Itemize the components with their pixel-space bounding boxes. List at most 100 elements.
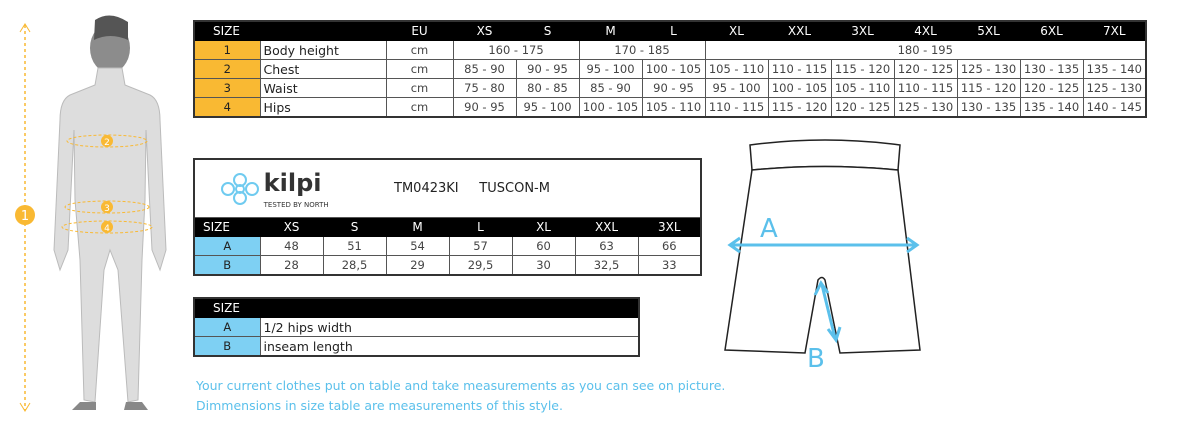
row-key: B — [193, 336, 261, 357]
cell: 125 - 130 — [893, 97, 958, 118]
row-number: 4 — [193, 97, 261, 118]
header-cell: S — [322, 217, 387, 237]
product-header-row: kilpi Tested by North TM0423KI TUSCON-M — [193, 158, 702, 218]
cell: 120 - 125 — [893, 59, 958, 79]
row-label: Waist — [259, 78, 387, 98]
cell: 140 - 145 — [1082, 97, 1147, 118]
cell: 85 - 90 — [452, 59, 517, 79]
cell: 125 - 130 — [1082, 78, 1147, 98]
cell: 120 - 125 — [830, 97, 895, 118]
row-unit: cm — [385, 59, 454, 79]
label-b: B — [807, 344, 825, 374]
table-row: 1 Body height cm 160 - 175 170 - 185 180… — [193, 40, 1147, 60]
header-s: S — [515, 20, 580, 41]
instruction-note: Your current clothes put on table and ta… — [196, 378, 726, 393]
row-label: Body height — [259, 40, 387, 60]
cell: 60 — [511, 236, 576, 256]
header-cell: XS — [259, 217, 324, 237]
header-5xl: 5XL — [956, 20, 1021, 41]
header-cell: XL — [511, 217, 576, 237]
cell: 100 - 105 — [641, 59, 706, 79]
marker-1-label: 1 — [21, 209, 29, 224]
cell: 105 - 110 — [641, 97, 706, 118]
marker-4-label: 4 — [104, 224, 110, 234]
brand-logo: kilpi Tested by North — [193, 158, 387, 218]
kilpi-knot-icon — [221, 172, 259, 205]
cell: 95 - 100 — [704, 78, 769, 98]
marker-1: 1 — [15, 205, 35, 225]
header-4xl: 4XL — [893, 20, 958, 41]
cell: 90 - 95 — [452, 97, 517, 118]
product-name: TUSCON-M — [479, 181, 550, 196]
cell: 120 - 125 — [1019, 78, 1084, 98]
row-label: Chest — [259, 59, 387, 79]
cell: 57 — [448, 236, 513, 256]
cell: 90 - 95 — [515, 59, 580, 79]
row-unit: cm — [385, 97, 454, 118]
header-cell: 3XL — [637, 217, 702, 237]
header-6xl: 6XL — [1019, 20, 1084, 41]
row-unit: cm — [385, 78, 454, 98]
row-unit: cm — [385, 40, 454, 60]
cell: 100 - 105 — [578, 97, 643, 118]
table-row: 3 Waist cm 75 - 80 80 - 85 85 - 90 90 - 95 95… — [193, 78, 1147, 98]
header-blank — [259, 20, 387, 41]
cell: 125 - 130 — [956, 59, 1021, 79]
cell: 54 — [385, 236, 450, 256]
row-number: 2 — [193, 59, 261, 79]
cell: 95 - 100 — [578, 59, 643, 79]
row-number: 3 — [193, 78, 261, 98]
brand-tagline: Tested by North — [263, 200, 329, 209]
cell: 51 — [322, 236, 387, 256]
table-row: 4 Hips cm 90 - 95 95 - 100 100 - 105 105 - 1… — [193, 97, 1147, 118]
cell: 29 — [385, 255, 450, 276]
row-label: Hips — [259, 97, 387, 118]
table-row: A 48 51 54 57 60 63 66 — [193, 236, 702, 256]
header-size: SIZE — [193, 20, 261, 41]
product-title: TM0423KI TUSCON-M — [386, 158, 702, 218]
cell: 28 — [259, 255, 324, 276]
product-code: TM0423KI — [394, 181, 459, 196]
header-m: M — [578, 20, 643, 41]
cell: 135 - 140 — [1082, 59, 1147, 79]
cell: 63 — [574, 236, 639, 256]
header-cell: M — [385, 217, 450, 237]
cell: 75 - 80 — [452, 78, 517, 98]
marker-2-label: 2 — [104, 138, 110, 148]
cell: 80 - 85 — [515, 78, 580, 98]
brand-name: kilpi — [263, 168, 322, 197]
cell: 180 - 195 — [704, 40, 1147, 60]
cell: 115 - 120 — [830, 59, 895, 79]
header-xs: XS — [452, 20, 517, 41]
cell: 105 - 110 — [704, 59, 769, 79]
header-blank — [259, 297, 640, 318]
cell: 95 - 100 — [515, 97, 580, 118]
row-key: B — [193, 255, 261, 276]
cell: 130 - 135 — [956, 97, 1021, 118]
header-3xl: 3XL — [830, 20, 895, 41]
row-desc: 1/2 hips width — [259, 317, 640, 337]
marker-4: 4 — [101, 221, 113, 234]
cell: 30 — [511, 255, 576, 276]
cell: 66 — [637, 236, 702, 256]
header-7xl: 7XL — [1082, 20, 1147, 41]
cell: 110 - 115 — [893, 78, 958, 98]
header-l: L — [641, 20, 706, 41]
cell: 115 - 120 — [956, 78, 1021, 98]
header-xl: XL — [704, 20, 769, 41]
style-size-table: kilpi Tested by North TM0423KI TUSCON-M … — [193, 158, 703, 276]
cell: 28,5 — [322, 255, 387, 276]
cell: 29,5 — [448, 255, 513, 276]
body-measurement-figure: 1 2 3 4 — [15, 15, 167, 412]
cell: 32,5 — [574, 255, 639, 276]
dimensions-note: Dimmensions in size table are measuremen… — [196, 398, 563, 413]
marker-3: 3 — [101, 201, 113, 214]
header-cell: SIZE — [193, 217, 261, 237]
marker-3-label: 3 — [104, 204, 110, 214]
cell: 135 - 140 — [1019, 97, 1084, 118]
body-size-table: SIZE EU XS S M L XL XXL 3XL 4XL 5XL 6XL … — [193, 20, 1147, 118]
cell: 160 - 175 — [452, 40, 580, 60]
table-row: 2 Chest cm 85 - 90 90 - 95 95 - 100 100 - 10… — [193, 59, 1147, 79]
cell: 90 - 95 — [641, 78, 706, 98]
